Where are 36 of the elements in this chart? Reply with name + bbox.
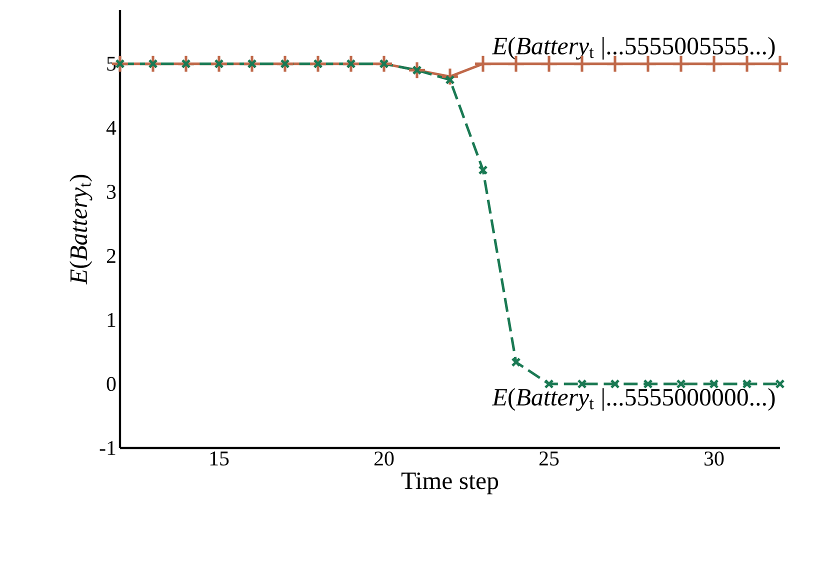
point xyxy=(412,65,422,76)
point xyxy=(544,379,554,389)
point xyxy=(214,58,224,69)
point xyxy=(148,58,158,69)
y-tick-label: 0 xyxy=(106,376,116,392)
point xyxy=(577,379,587,389)
point xyxy=(474,54,492,74)
point xyxy=(313,58,323,69)
y-tick-label: 4 xyxy=(106,120,116,135)
series-label: E(Battery$_{t}$ |...5555000000...) xyxy=(492,388,775,411)
point xyxy=(115,58,125,69)
point xyxy=(247,58,257,69)
point xyxy=(610,379,620,389)
y-axis-title: E(Battery$_{t}$) xyxy=(70,174,92,285)
y-tick-label: 1 xyxy=(108,313,116,327)
point xyxy=(643,379,653,389)
point xyxy=(181,58,191,69)
point xyxy=(346,58,356,69)
y-tick-label: -1 xyxy=(100,441,116,455)
x-tick-label: 25 xyxy=(539,452,559,466)
point xyxy=(478,165,488,175)
point xyxy=(445,74,455,85)
point xyxy=(676,379,686,389)
x-tick-label: 15 xyxy=(210,452,229,466)
x-axis-title: Time step xyxy=(401,472,498,494)
point xyxy=(280,58,290,69)
point xyxy=(379,58,389,69)
y-tick-label: 2 xyxy=(106,248,116,263)
point xyxy=(709,379,719,389)
x-tick-label: 20 xyxy=(374,452,394,466)
y-tick-label: 3 xyxy=(107,184,116,199)
point xyxy=(742,379,752,389)
point xyxy=(775,379,785,389)
x-tick-label: 30 xyxy=(704,452,724,466)
point xyxy=(511,357,521,368)
series-label: E(Battery$_{t}$ |...5555005555...) xyxy=(492,36,775,60)
